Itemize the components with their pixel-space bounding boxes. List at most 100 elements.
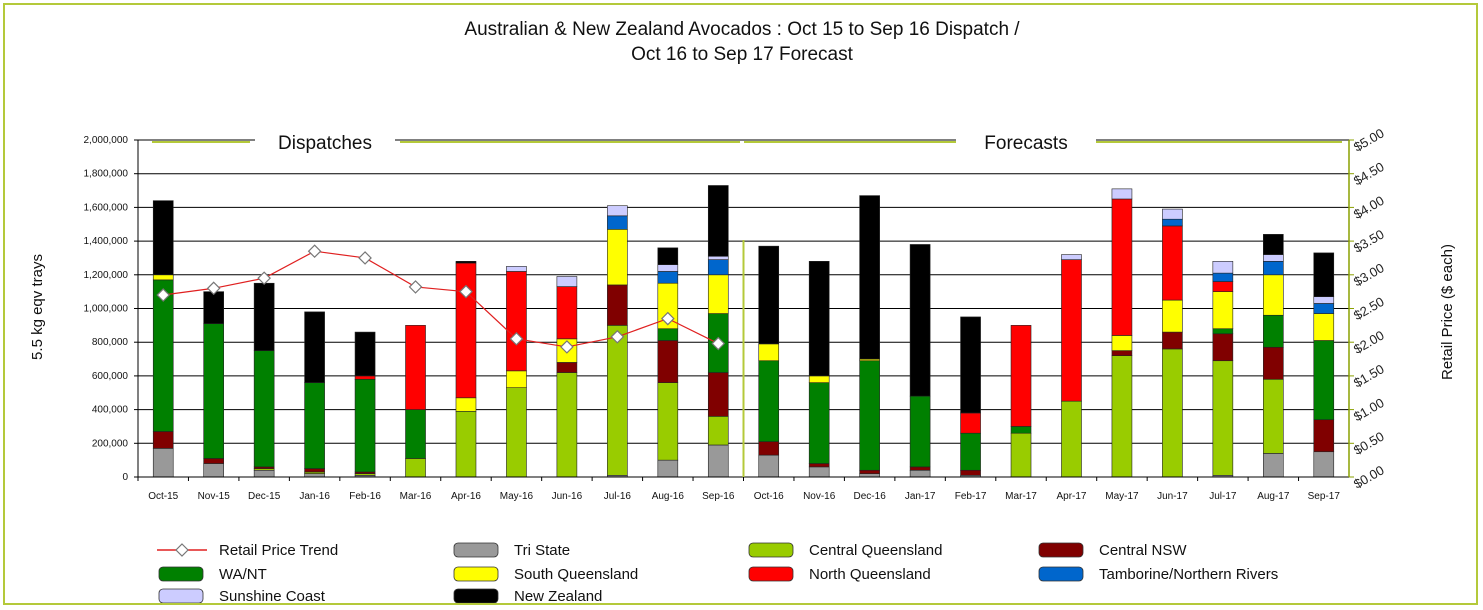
bar-segment: [657, 271, 679, 284]
bar-segment: [556, 286, 578, 340]
bar-segment: [506, 271, 527, 372]
legend-swatch: [1038, 542, 1084, 558]
bar-segment: [1111, 350, 1133, 356]
x-tick-label: Jan-17: [905, 491, 936, 502]
chart-canvas: Australian & New Zealand Avocados : Oct …: [29, 19, 1456, 603]
bar-segment: [1313, 313, 1335, 341]
x-tick-label: Aug-17: [1257, 491, 1290, 502]
bar-segment: [1010, 432, 1032, 478]
bar-segment: [253, 350, 275, 468]
y2-tick-label: $2.00: [1351, 328, 1387, 357]
bar-segment: [1212, 261, 1234, 274]
legend-swatch: [748, 566, 794, 582]
bar-segment: [1111, 335, 1133, 351]
bar-segment: [354, 375, 376, 380]
bar-segment: [707, 416, 729, 446]
x-tick-label: Oct-16: [754, 491, 784, 502]
x-tick-label: May-16: [500, 491, 534, 502]
y-tick-label: 200,000: [92, 438, 129, 449]
bar-segment: [1162, 348, 1183, 478]
legend-label: Central NSW: [1099, 542, 1187, 559]
bar-segment: [1263, 261, 1284, 276]
bar-segment: [405, 458, 426, 478]
y2-tick-label: $0.50: [1351, 429, 1387, 458]
x-tick-label: Jan-16: [299, 491, 330, 502]
bar-segment: [808, 375, 830, 383]
legend-swatch: [453, 588, 499, 603]
bar-segment: [1111, 355, 1133, 478]
bar-segment: [203, 458, 224, 464]
bar-segment: [354, 331, 376, 377]
bar-segment: [1162, 299, 1183, 333]
bar-segment: [354, 378, 376, 473]
bar-segment: [1263, 378, 1284, 454]
bar-segment: [607, 325, 628, 476]
legend-swatch: [453, 566, 499, 582]
bar-segment: [707, 255, 729, 260]
bar-segment: [506, 266, 527, 272]
bar-segment: [960, 432, 981, 471]
price-point: [358, 251, 372, 265]
bar-segment: [909, 244, 931, 397]
bar-segment: [203, 291, 224, 324]
legend-swatch: [158, 566, 204, 582]
bar-segment: [556, 276, 578, 287]
bar-segment: [1212, 291, 1234, 330]
bar-segment: [405, 325, 426, 410]
y-axis-title: 5.5 kg eqv trays: [29, 254, 46, 360]
x-tick-label: Feb-16: [349, 491, 381, 502]
y-tick-label: 1,000,000: [84, 304, 129, 315]
bar-segment: [960, 412, 981, 434]
y-tick-label: 800,000: [92, 337, 129, 348]
bar-segment: [1111, 188, 1133, 200]
price-trend-line: [156, 244, 726, 354]
bar-segment: [405, 409, 426, 459]
section-label-bg: [255, 128, 395, 154]
bar-segment: [859, 360, 880, 471]
bar-segment: [758, 454, 780, 478]
bar-segment: [506, 370, 527, 388]
legend-label: Central Queensland: [809, 542, 942, 559]
bar-segment: [1263, 346, 1284, 380]
bar-segment: [1010, 426, 1032, 434]
bar-segment: [304, 473, 325, 478]
y2-tick-label: $2.50: [1351, 294, 1387, 323]
bar-segment: [1263, 453, 1284, 478]
bar-segment: [1212, 333, 1234, 362]
bar-segment: [657, 328, 679, 341]
bar-segment: [1111, 198, 1133, 336]
legend-label: New Zealand: [514, 588, 602, 603]
bar-segment: [1263, 234, 1284, 255]
bar-segment: [960, 316, 981, 414]
bar-segment: [808, 466, 830, 478]
y-tick-label: 400,000: [92, 405, 129, 416]
bar-segment: [1313, 252, 1335, 298]
bar-segment: [607, 229, 628, 286]
price-point: [660, 311, 675, 326]
bar-segment: [152, 448, 174, 478]
price-point: [206, 281, 221, 296]
bar-segment: [859, 473, 880, 478]
bar-segment: [657, 247, 679, 265]
bar-segment: [707, 372, 729, 417]
bar-segment: [859, 469, 880, 474]
legend-swatch: [748, 542, 794, 558]
x-tick-label: May-17: [1105, 491, 1139, 502]
bar-segment: [607, 205, 628, 217]
legend-label: North Queensland: [809, 566, 931, 583]
bar-segment: [304, 468, 325, 473]
x-tick-label: Nov-15: [198, 491, 231, 502]
bar-segment: [1010, 325, 1032, 427]
chart-frame: Australian & New Zealand Avocados : Oct …: [3, 3, 1478, 605]
bar-segment: [808, 463, 830, 468]
bar-segment: [1162, 225, 1183, 301]
x-tick-label: Mar-16: [400, 491, 432, 502]
price-point: [610, 329, 625, 344]
price-trend-path: [163, 250, 719, 348]
bar-segment: [152, 200, 174, 276]
bars: [152, 185, 1335, 478]
bar-segment: [1313, 296, 1335, 304]
y2-tick-label: $3.00: [1351, 260, 1387, 289]
x-tick-label: Oct-15: [148, 491, 178, 502]
price-point: [156, 288, 171, 302]
